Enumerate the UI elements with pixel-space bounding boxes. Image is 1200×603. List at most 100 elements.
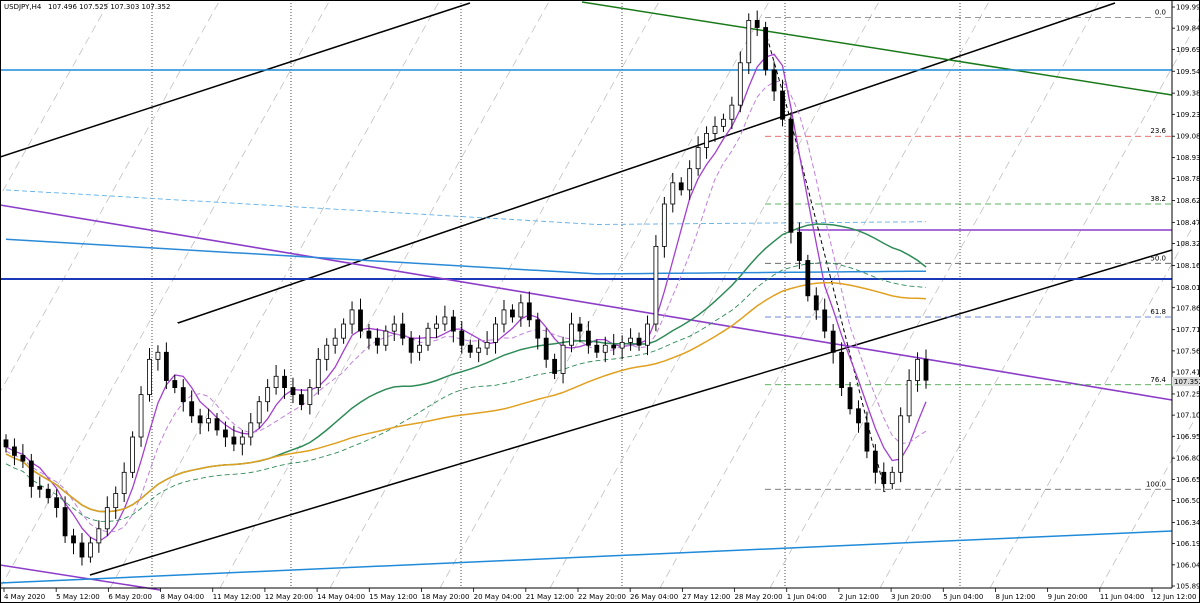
- candle: [324, 344, 330, 360]
- candle: [746, 20, 752, 64]
- x-tick-label: 27 May 12:00: [682, 593, 730, 601]
- candle: [265, 387, 271, 403]
- candle: [839, 351, 844, 388]
- candle: [54, 497, 60, 509]
- y-tick-label: 106.195: [1176, 540, 1200, 548]
- x-tick-label: 2 Jun 12:00: [839, 593, 879, 601]
- diagonal-guide: [659, 0, 991, 589]
- y-tick-label: 106.500: [1176, 497, 1200, 505]
- x-tick-label: 8 Jun 12:00: [995, 593, 1035, 601]
- candle: [510, 309, 515, 318]
- candle: [560, 344, 566, 374]
- candle: [163, 351, 169, 381]
- candle: [822, 309, 828, 332]
- y-tick-label: 109.080: [1176, 133, 1200, 141]
- candle: [358, 309, 363, 332]
- y-tick-label: 109.995: [1176, 4, 1200, 12]
- x-tick-label: 3 Jun 20:00: [891, 593, 931, 601]
- candle: [763, 27, 769, 71]
- candle: [788, 118, 794, 233]
- x-tick-label: 5 Jun 04:00: [943, 593, 983, 601]
- candle: [62, 507, 68, 537]
- diagonal-guide: [769, 0, 1101, 589]
- y-axis: 109.995 109.845 109.695 109.540 109.385 109.2…: [1172, 4, 1200, 591]
- x-tick-label: 11 May 12:00: [213, 593, 261, 601]
- fib-level-label: 76.4: [1150, 376, 1166, 384]
- x-tick-label: 28 May 20:00: [735, 593, 783, 601]
- candle: [864, 422, 870, 452]
- candle: [585, 330, 591, 346]
- candle: [79, 542, 85, 558]
- y-tick-label: 106.045: [1176, 561, 1200, 569]
- y-tick-label: 108.165: [1176, 262, 1200, 270]
- candle: [771, 69, 777, 92]
- candle: [526, 302, 532, 321]
- candle: [189, 401, 195, 417]
- y-tick-label: 107.255: [1176, 390, 1200, 398]
- channel-upper-line: [0, 2, 471, 158]
- chart-ohlc: 107.496 107.525 107.303 107.352: [48, 3, 170, 11]
- candle: [147, 358, 152, 396]
- x-tick-label: 15 May 12:00: [369, 593, 417, 601]
- candle: [796, 231, 802, 261]
- candle: [138, 394, 144, 438]
- y-tick-label: 109.235: [1176, 111, 1200, 119]
- candle: [695, 147, 701, 170]
- y-tick-label: 109.695: [1176, 46, 1200, 54]
- y-tick-label: 109.540: [1176, 68, 1200, 76]
- x-tick-label: 12 Jun 12:00: [1152, 593, 1196, 601]
- x-tick-label: 6 May 20:00: [108, 593, 152, 601]
- candle: [847, 387, 853, 410]
- candle: [417, 344, 422, 353]
- trend-lines: [0, 1, 1173, 591]
- fib-level-label: 23.6: [1150, 127, 1166, 135]
- y-tick-label: 105.895: [1176, 583, 1200, 591]
- candle: [467, 344, 473, 353]
- candle: [721, 118, 726, 127]
- x-tick-label: 11 Jun 04:00: [1100, 593, 1144, 601]
- candle: [206, 418, 211, 424]
- fib-level-label: 61.8: [1150, 308, 1166, 316]
- candle: [256, 401, 262, 424]
- candle: [712, 125, 718, 134]
- candle: [898, 415, 904, 473]
- y-tick-label: 109.385: [1176, 90, 1200, 98]
- candle: [28, 460, 34, 487]
- x-tick-label: 14 May 04:00: [317, 593, 365, 601]
- purple-trend-line: [0, 204, 1173, 401]
- candle: [830, 330, 836, 353]
- candle: [619, 341, 625, 349]
- y-tick-label: 108.010: [1176, 284, 1200, 292]
- candle: [197, 415, 203, 424]
- candle: [704, 132, 709, 148]
- y-tick-label: 107.410: [1176, 369, 1200, 377]
- candle: [856, 408, 861, 424]
- candle: [442, 316, 448, 325]
- y-tick-label: 108.470: [1176, 219, 1200, 227]
- channel-lower-line: [89, 249, 1173, 576]
- candle: [678, 182, 684, 191]
- x-tick-label: 22 May 20:00: [578, 593, 626, 601]
- x-tick-label: 26 May 04:00: [630, 593, 678, 601]
- purple-lower-line: [0, 564, 161, 591]
- candle: [872, 450, 878, 473]
- diagonal-guide: [329, 0, 661, 589]
- x-tick-label: 18 May 20:00: [421, 593, 469, 601]
- ma-fast: [5, 53, 927, 543]
- x-tick-label: 12 May 20:00: [265, 593, 313, 601]
- chart-symbol: USDJPY,H4: [4, 3, 42, 11]
- diagonal-guides: [0, 0, 1200, 589]
- candle: [307, 387, 313, 405]
- candle: [374, 337, 380, 346]
- candle: [408, 337, 414, 353]
- diagonal-guide: [109, 0, 441, 589]
- y-tick-label: 107.560: [1176, 347, 1200, 355]
- candle: [450, 316, 456, 332]
- candle: [476, 347, 482, 353]
- y-tick-label: 108.625: [1176, 197, 1200, 205]
- candle: [636, 337, 642, 346]
- x-tick-label: 8 May 04:00: [161, 593, 205, 601]
- fib-level-label: 38.2: [1150, 195, 1166, 203]
- y-tick-label: 108.780: [1176, 175, 1200, 183]
